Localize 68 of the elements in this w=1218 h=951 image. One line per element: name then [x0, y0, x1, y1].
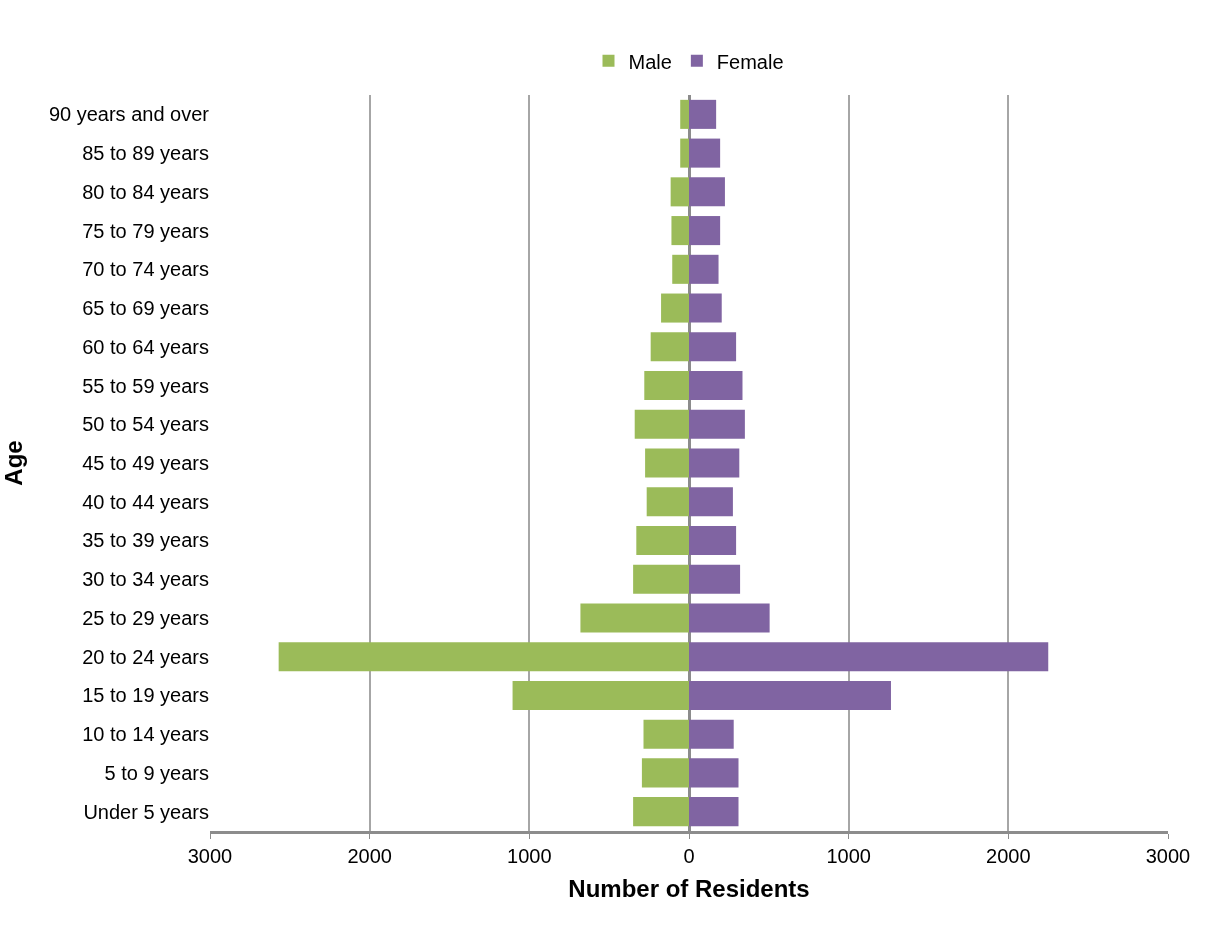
bar [689, 525, 737, 555]
bar [689, 254, 719, 284]
x-axis-title: Number of Residents [568, 875, 810, 903]
bar [661, 293, 689, 323]
bar [689, 177, 725, 207]
y-tick-label: 70 to 74 years [82, 258, 209, 281]
bar [634, 409, 689, 439]
x-tick-label: 2000 [347, 845, 392, 867]
bar [689, 448, 740, 478]
bar [689, 680, 891, 710]
y-tick-label: 45 to 49 years [82, 452, 209, 474]
bar [689, 487, 733, 517]
bar [644, 371, 689, 401]
y-tick-label: 60 to 64 years [82, 335, 209, 358]
y-tick-label: Under 5 years [83, 800, 209, 823]
bar [689, 99, 717, 129]
bar [671, 216, 689, 246]
y-tick-label: 10 to 14 years [82, 723, 209, 746]
bar [672, 254, 689, 284]
bar [512, 680, 689, 710]
y-tick-label: 30 to 34 years [82, 568, 209, 591]
bar [689, 293, 722, 323]
bar [641, 758, 689, 788]
bar [689, 409, 745, 439]
bar [580, 603, 689, 633]
y-tick-label: 85 to 89 years [82, 142, 209, 165]
bar [278, 642, 689, 672]
bar [689, 371, 743, 401]
bar [689, 603, 770, 633]
y-tick-label: 55 to 59 years [82, 374, 209, 397]
bar [633, 564, 689, 594]
bar [646, 487, 689, 517]
bar [689, 332, 737, 362]
x-tick-label: 1000 [826, 845, 871, 867]
legend-label: Female [716, 50, 784, 73]
bar [689, 797, 739, 827]
x-tick-label: 2000 [986, 845, 1031, 867]
y-tick-label: 65 to 69 years [82, 297, 209, 320]
bar [689, 216, 721, 246]
bar [689, 138, 721, 168]
y-tick-label: 90 years and over [48, 103, 210, 126]
bar [670, 177, 689, 207]
bar [689, 564, 741, 594]
bar [689, 719, 734, 749]
bar [680, 138, 689, 168]
y-tick-label: 75 to 79 years [82, 219, 209, 242]
y-axis-title: Age [0, 440, 27, 486]
x-tick-label: 3000 [187, 845, 233, 867]
bar [650, 332, 689, 362]
legend-label: Male [628, 50, 672, 73]
bar [643, 719, 689, 749]
bar [633, 797, 689, 827]
x-tick-label: 3000 [1145, 845, 1191, 867]
y-tick-label: 25 to 29 years [82, 606, 209, 629]
y-tick-label: 5 to 9 years [104, 761, 209, 784]
x-tick-label: 1000 [507, 845, 552, 867]
bar [645, 448, 689, 478]
y-tick-label: 20 to 24 years [82, 645, 209, 668]
y-tick-label: 40 to 44 years [82, 490, 209, 513]
bar [689, 758, 739, 788]
x-tick-label: 0 [683, 845, 695, 867]
bar [636, 525, 689, 555]
y-tick-label: 50 to 54 years [82, 413, 209, 436]
y-tick-label: 35 to 39 years [82, 529, 209, 552]
y-tick-label: 80 to 84 years [82, 180, 209, 203]
bar [689, 642, 1049, 672]
bar [680, 99, 689, 129]
y-tick-label: 15 to 19 years [82, 684, 209, 707]
